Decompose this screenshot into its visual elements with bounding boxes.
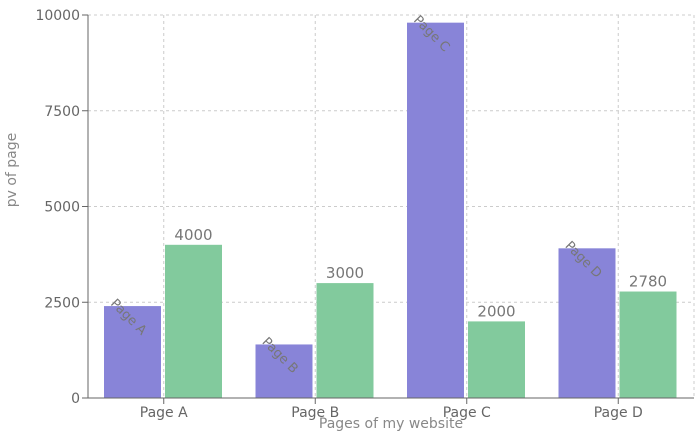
bar-value-label: 3000	[326, 264, 364, 282]
x-tick-label: Page B	[291, 405, 339, 421]
axes: 0 2500 5000 7500 10000 Page A Page B Page C Page…	[35, 8, 694, 421]
bar	[316, 283, 374, 398]
x-tick-label: Page A	[140, 405, 188, 421]
y-tick-label: 10000	[35, 8, 80, 24]
bar	[255, 344, 313, 398]
bar	[407, 22, 464, 398]
y-tick-label: 2500	[44, 295, 80, 311]
x-tick-label: Page D	[594, 405, 643, 421]
bar-group	[104, 22, 677, 398]
bar	[558, 248, 616, 398]
y-tick-label: 7500	[44, 104, 80, 120]
x-axis-title: Pages of my website	[319, 416, 463, 432]
bar-value-label: 2000	[477, 302, 515, 320]
bar-value-label: 2780	[629, 273, 667, 291]
x-tick-label: Page C	[443, 405, 491, 421]
bar	[165, 244, 222, 398]
bar-value-label: 4000	[174, 226, 212, 244]
y-axis-title: pv of page	[4, 133, 20, 208]
bar	[468, 321, 525, 398]
y-tick-label: 0	[71, 391, 80, 407]
bar	[104, 306, 161, 398]
bar	[619, 291, 677, 398]
y-tick-label: 5000	[44, 200, 80, 216]
